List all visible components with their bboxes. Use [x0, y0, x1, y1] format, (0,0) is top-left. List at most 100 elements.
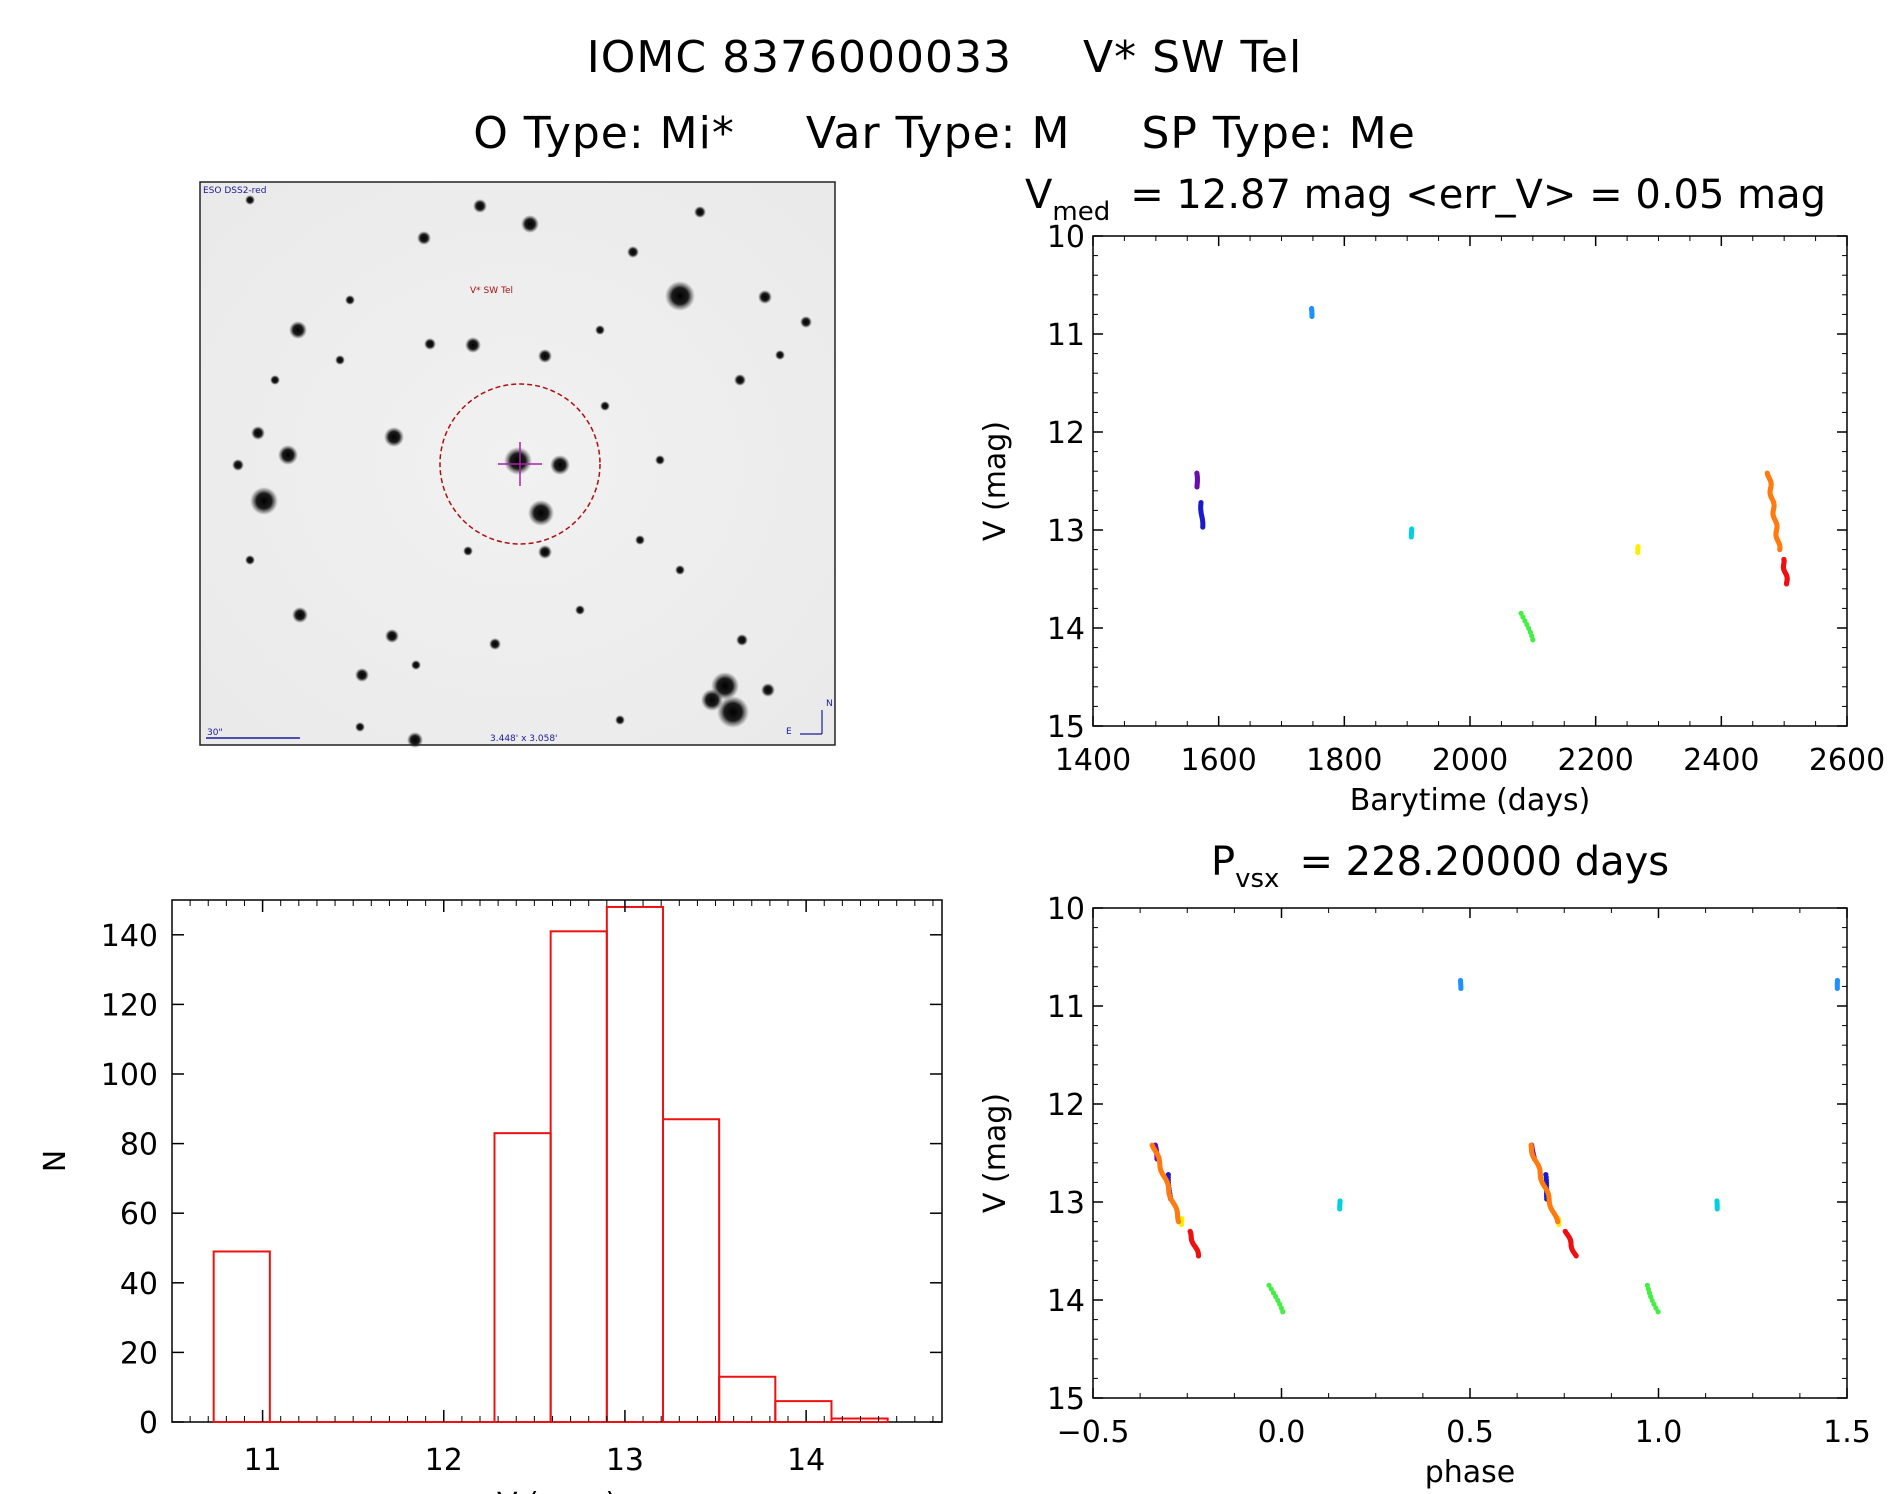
lightcurve-title: Vmed = 12.87 mag <err_V> = 0.05 mag: [1025, 172, 1826, 227]
star: [385, 629, 399, 643]
histogram-bar: [661, 1118, 721, 1423]
y-tick-label: 12: [1047, 1088, 1085, 1123]
x-tick-label: 11: [243, 1443, 281, 1478]
data-point: [1194, 484, 1200, 490]
star: [761, 683, 775, 697]
data-point: [1635, 549, 1641, 556]
data-point: [1408, 534, 1414, 540]
star: [538, 545, 552, 559]
data-point: [1273, 1294, 1279, 1300]
object-id: IOMC 8376000033: [586, 32, 1013, 83]
star: [250, 487, 278, 515]
y-tick-label: 11: [1047, 990, 1085, 1025]
x-tick-label: 1600: [1180, 743, 1256, 778]
x-tick-label: 13: [606, 1443, 644, 1478]
y-axis-label: N: [38, 1150, 73, 1172]
star-name: V* SW Tel: [1083, 32, 1303, 83]
compass: N E: [786, 699, 833, 737]
figure-title-line1: IOMC 8376000033 V* SW Tel: [0, 32, 1889, 83]
data-point: [1573, 1253, 1579, 1259]
histogram-bar: [212, 1250, 271, 1423]
star: [278, 445, 298, 465]
star: [489, 638, 501, 650]
histogram-bar: [605, 905, 664, 1423]
spectral-type: SP Type: Me: [1141, 108, 1416, 159]
x-tick-label: 2600: [1809, 743, 1885, 778]
star: [717, 696, 749, 728]
star: [675, 565, 685, 575]
star: [473, 199, 487, 213]
star: [504, 447, 532, 475]
star: [270, 375, 280, 385]
x-tick-label: 12: [425, 1443, 463, 1478]
data-point: [1530, 637, 1536, 643]
scale-label: 30": [207, 728, 223, 738]
star: [411, 660, 421, 670]
lightcurve-title-sub: med: [1052, 197, 1110, 227]
x-tick-label: 1.0: [1635, 1415, 1683, 1450]
star: [627, 246, 639, 258]
star: [595, 325, 605, 335]
data-point: [1266, 1282, 1272, 1288]
target-aperture-circle: [439, 383, 601, 545]
x-tick-label: 0.5: [1446, 1415, 1494, 1450]
phased-title-sub: vsx: [1235, 864, 1279, 894]
compass-e-label: E: [786, 727, 792, 737]
histogram-bar: [774, 1400, 833, 1423]
star: [550, 455, 570, 475]
y-tick-label: 0: [139, 1406, 158, 1441]
star-field: [232, 195, 812, 748]
star: [528, 500, 554, 526]
data-point: [1280, 1309, 1286, 1315]
star: [775, 350, 785, 360]
phased-title-rest: = 228.20000 days: [1299, 839, 1669, 885]
y-tick-label: 15: [1047, 710, 1085, 745]
phased-title-prefix: P: [1211, 839, 1235, 885]
star: [384, 427, 404, 447]
data-point: [1653, 1305, 1659, 1311]
x-axis-label: V (mag): [497, 1487, 617, 1494]
y-axis-label: V (mag): [978, 421, 1013, 541]
y-axis-label: V (mag): [978, 1093, 1013, 1213]
star: [355, 722, 365, 732]
histogram-bar: [549, 930, 608, 1423]
x-tick-label: 2000: [1432, 743, 1508, 778]
y-tick-label: 11: [1047, 318, 1085, 353]
data-point: [1555, 1219, 1561, 1225]
data-point: [1777, 547, 1783, 553]
star: [335, 355, 345, 365]
target-label: V* SW Tel: [470, 286, 513, 296]
y-tick-label: 12: [1047, 416, 1085, 451]
y-tick-label: 13: [1047, 1186, 1085, 1221]
data-point: [1200, 524, 1206, 530]
star: [424, 338, 436, 350]
figure-title-line2: O Type: Mi* Var Type: M SP Type: Me: [0, 108, 1889, 159]
star: [538, 349, 552, 363]
y-tick-label: 14: [1047, 1284, 1085, 1319]
y-tick-label: 80: [120, 1128, 158, 1163]
star: [355, 668, 369, 682]
y-tick-label: 120: [101, 988, 158, 1023]
star: [232, 459, 244, 471]
star: [655, 455, 665, 465]
star: [615, 715, 625, 725]
y-tick-label: 100: [101, 1058, 158, 1093]
star: [251, 426, 265, 440]
fov-label: 3.448' x 3.058': [490, 734, 558, 744]
dss-image-panel: ESO DSS2-red V* SW Tel 30" 3.448' x 3.05…: [199, 181, 836, 748]
x-tick-label: 2400: [1683, 743, 1759, 778]
x-tick-label: 1800: [1306, 743, 1382, 778]
x-tick-label: 1.5: [1823, 1415, 1871, 1450]
star: [800, 316, 812, 328]
x-axis-label: Barytime (days): [1350, 783, 1591, 818]
data-point: [1270, 1290, 1277, 1296]
variable-type: Var Type: M: [805, 108, 1071, 159]
lightcurve-title-rest: = 12.87 mag <err_V> = 0.05 mag: [1130, 172, 1826, 218]
object-type: O Type: Mi*: [473, 108, 735, 159]
star: [417, 231, 431, 245]
star: [245, 555, 255, 565]
histogram-bar: [830, 1417, 889, 1424]
x-axis-label: phase: [1425, 1455, 1516, 1490]
star: [521, 215, 539, 233]
